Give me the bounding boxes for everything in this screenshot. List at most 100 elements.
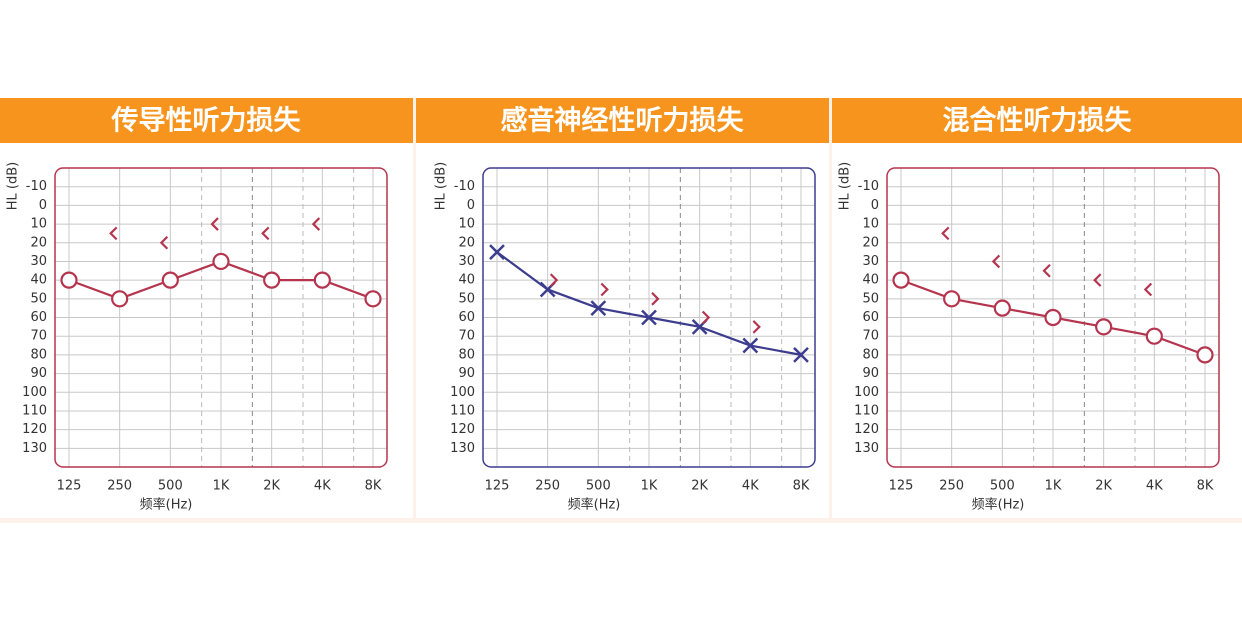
header-bar bbox=[832, 98, 1242, 143]
air-conduction-marker bbox=[641, 309, 657, 326]
x-axis-label: 频率(Hz) bbox=[568, 497, 621, 513]
air-conduction-marker bbox=[742, 337, 759, 354]
x-tick-label: 125 bbox=[889, 479, 914, 494]
plot-frame bbox=[54, 167, 388, 468]
air-conduction-marker bbox=[60, 271, 78, 289]
x-tick-label: 1K bbox=[1045, 479, 1062, 494]
air-conduction-marker bbox=[364, 290, 382, 308]
y-tick-label: 60 bbox=[458, 310, 475, 325]
x-tick-label: 4K bbox=[1146, 479, 1163, 494]
y-tick-label: 40 bbox=[30, 273, 47, 288]
x-tick-label: 2K bbox=[691, 479, 708, 494]
y-tick-label: 70 bbox=[458, 329, 475, 344]
y-tick-label: 130 bbox=[22, 441, 47, 456]
bone-conduction-marker bbox=[941, 226, 950, 241]
bone-conduction-marker bbox=[549, 273, 559, 287]
x-tick-label: 4K bbox=[314, 479, 331, 494]
y-tick-label: 110 bbox=[854, 403, 879, 418]
y-tick-label: 110 bbox=[450, 403, 475, 418]
air-conduction-marker bbox=[1145, 327, 1163, 345]
header-bar bbox=[0, 98, 413, 143]
x-tick-label: 500 bbox=[990, 479, 1015, 494]
air-conduction-marker bbox=[590, 300, 607, 317]
bone-conduction-marker bbox=[210, 217, 219, 231]
y-tick-label: 20 bbox=[862, 235, 879, 250]
y-tick-label: 120 bbox=[854, 422, 879, 437]
air-conduction-marker bbox=[212, 252, 230, 271]
y-tick-label: 90 bbox=[30, 366, 47, 381]
x-tick-label: 250 bbox=[535, 479, 560, 494]
y-tick-label: -10 bbox=[454, 179, 475, 194]
x-tick-label: 125 bbox=[57, 479, 82, 494]
y-tick-label: 10 bbox=[30, 217, 47, 232]
bone-conduction-marker bbox=[311, 217, 321, 231]
y-tick-label: 50 bbox=[458, 291, 475, 306]
x-tick-label: 500 bbox=[158, 479, 183, 494]
bone-conduction-marker bbox=[109, 226, 118, 241]
x-tick-label: 500 bbox=[586, 479, 611, 494]
grid bbox=[483, 168, 815, 467]
y-tick-label: 120 bbox=[22, 422, 47, 437]
x-tick-label: 1K bbox=[213, 479, 230, 494]
x-tick-label: 8K bbox=[793, 479, 810, 494]
y-tick-label: 80 bbox=[862, 347, 879, 362]
y-tick-label: 80 bbox=[458, 347, 475, 362]
y-tick-label: 90 bbox=[458, 366, 475, 381]
y-tick-label: 50 bbox=[862, 291, 879, 306]
y-tick-label: 40 bbox=[862, 273, 879, 288]
y-tick-label: 70 bbox=[30, 329, 47, 344]
x-tick-label: 8K bbox=[1197, 479, 1214, 494]
y-tick-label: 100 bbox=[854, 385, 879, 400]
y-tick-label: 20 bbox=[30, 235, 47, 250]
y-tick-label: 30 bbox=[862, 254, 879, 269]
grid bbox=[55, 168, 387, 467]
chart-title: 传导性听力损失 bbox=[111, 106, 302, 137]
y-tick-label: 30 bbox=[30, 254, 47, 269]
y-axis-label: HL (dB) bbox=[434, 162, 449, 210]
y-tick-label: 80 bbox=[30, 347, 47, 362]
y-axis-label: HL (dB) bbox=[838, 162, 853, 210]
air-conduction-marker bbox=[313, 271, 331, 289]
x-tick-label: 250 bbox=[107, 479, 132, 494]
bone-conduction-marker bbox=[600, 282, 609, 297]
x-tick-label: 250 bbox=[939, 479, 964, 494]
y-tick-label: 100 bbox=[450, 385, 475, 400]
y-tick-label: 0 bbox=[39, 198, 47, 213]
bone-conduction-marker bbox=[1143, 282, 1153, 297]
bone-conduction-marker bbox=[1042, 264, 1051, 278]
header-bar bbox=[416, 98, 829, 143]
air-conduction-marker bbox=[993, 299, 1011, 317]
y-tick-label: 10 bbox=[458, 217, 475, 232]
x-axis-label: 频率(Hz) bbox=[972, 497, 1025, 513]
y-tick-label: 70 bbox=[862, 329, 879, 344]
air-conduction-marker bbox=[943, 290, 961, 308]
y-tick-label: 120 bbox=[450, 422, 475, 437]
x-tick-label: 4K bbox=[742, 479, 759, 494]
y-tick-label: 90 bbox=[862, 366, 879, 381]
y-tick-label: 110 bbox=[22, 403, 47, 418]
x-tick-label: 8K bbox=[365, 479, 382, 494]
air-conduction-marker bbox=[489, 244, 505, 260]
y-tick-label: 0 bbox=[467, 198, 475, 213]
y-tick-label: 0 bbox=[871, 198, 879, 213]
y-tick-label: 20 bbox=[458, 235, 475, 250]
bone-conduction-marker bbox=[701, 310, 711, 325]
plot-frame bbox=[886, 167, 1220, 468]
y-tick-label: 130 bbox=[450, 441, 475, 456]
air-conduction-marker bbox=[892, 271, 910, 289]
y-tick-label: 30 bbox=[458, 254, 475, 269]
air-conduction-marker bbox=[111, 290, 129, 308]
bone-conduction-marker bbox=[159, 235, 169, 250]
y-tick-label: 40 bbox=[458, 273, 475, 288]
grid bbox=[887, 168, 1219, 467]
y-tick-label: 100 bbox=[22, 385, 47, 400]
y-tick-label: 130 bbox=[854, 441, 879, 456]
y-tick-label: -10 bbox=[26, 179, 47, 194]
air-conduction-marker bbox=[1095, 318, 1113, 336]
air-conduction-marker bbox=[1044, 308, 1062, 327]
x-axis-label: 频率(Hz) bbox=[140, 497, 193, 513]
chart-title: 混合性听力损失 bbox=[943, 105, 1133, 137]
y-tick-label: -10 bbox=[858, 179, 879, 194]
y-tick-label: 60 bbox=[862, 310, 879, 325]
